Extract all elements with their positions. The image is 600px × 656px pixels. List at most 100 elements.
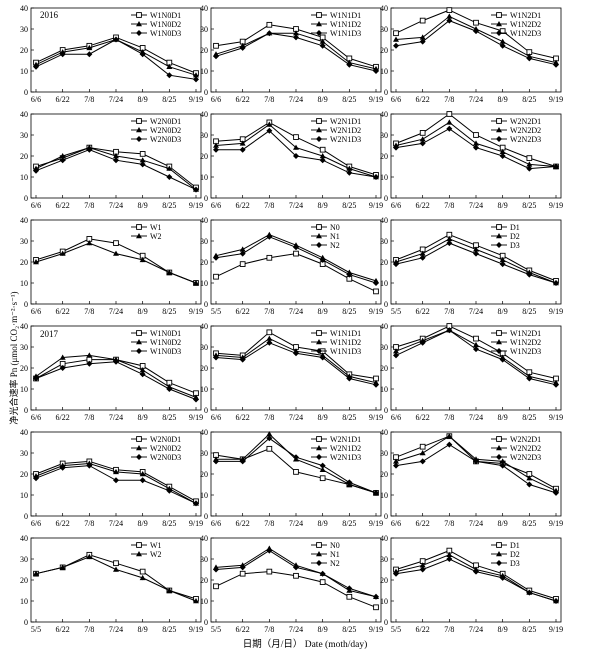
series-W2 <box>33 553 199 604</box>
y-tick-label: 0 <box>204 300 208 309</box>
legend-marker <box>316 445 322 451</box>
legend-label: W2N2D3 <box>510 453 541 462</box>
data-point <box>266 335 273 341</box>
data-point <box>139 477 146 484</box>
data-point <box>373 174 379 180</box>
series-W2N0D1 <box>33 144 199 191</box>
y-tick-label: 0 <box>384 88 388 97</box>
legend-label: N1 <box>330 550 340 559</box>
legend-label: W1N2D1 <box>510 329 541 338</box>
y-tick-label: 40 <box>380 428 388 437</box>
y-tick-label: 30 <box>200 237 208 246</box>
legend-label: W1N1D3 <box>330 29 361 38</box>
data-point <box>319 354 326 361</box>
x-tick-label: 6/22 <box>416 307 430 316</box>
data-point <box>193 396 199 403</box>
legend-marker <box>136 454 142 460</box>
x-tick-label: 7/8 <box>84 201 94 210</box>
data-point <box>166 165 173 171</box>
data-point <box>446 551 453 557</box>
legend-label: W2N1D1 <box>330 435 361 444</box>
data-point <box>419 562 426 568</box>
data-point <box>293 244 299 251</box>
data-point <box>239 458 246 465</box>
y-tick-label: 0 <box>24 194 28 203</box>
data-point <box>499 261 506 268</box>
legend-label: W2N1D3 <box>330 453 361 462</box>
data-point <box>266 329 273 336</box>
x-tick-label: 9/19 <box>549 519 563 528</box>
data-point <box>446 235 453 242</box>
data-point <box>266 445 273 452</box>
x-tick-label: 6/6 <box>211 201 221 210</box>
legend-label: W1N1D3 <box>330 347 361 356</box>
data-point <box>473 246 479 252</box>
x-tick-label: 6/6 <box>31 201 41 210</box>
data-point <box>446 327 453 334</box>
x-tick-label: 7/24 <box>469 625 483 634</box>
data-point <box>553 489 559 496</box>
series-W1 <box>33 551 199 602</box>
data-point <box>473 140 479 146</box>
data-point <box>113 157 119 164</box>
data-point <box>419 254 426 261</box>
y-tick-label: 0 <box>384 512 388 521</box>
legend-marker <box>316 551 322 557</box>
y-tick-label: 40 <box>20 534 28 543</box>
data-point <box>193 76 199 83</box>
legend-marker <box>316 242 322 248</box>
data-point <box>113 468 119 475</box>
legend-label: W1 <box>150 223 162 232</box>
legend-marker <box>496 118 502 124</box>
legend-label: W2 <box>150 232 162 241</box>
data-point <box>346 169 353 176</box>
data-point <box>393 462 399 469</box>
y-tick-label: 40 <box>200 428 208 437</box>
data-point <box>113 153 119 159</box>
legend-label: W2N2D1 <box>510 117 541 126</box>
y-tick-label: 40 <box>200 216 208 225</box>
x-tick-label: 7/8 <box>84 95 94 104</box>
y-tick-label: 20 <box>380 470 388 479</box>
y-tick-label: 10 <box>380 385 388 394</box>
y-tick-label: 20 <box>20 258 28 267</box>
x-tick-label: 9/19 <box>369 413 383 422</box>
x-tick-label: 6/6 <box>391 95 401 104</box>
data-point <box>166 487 173 494</box>
legend-marker <box>136 348 142 354</box>
data-point <box>213 354 219 361</box>
plot-frame <box>390 537 562 623</box>
series-D2 <box>393 551 559 604</box>
y-tick-label: 10 <box>20 279 28 288</box>
data-point <box>419 140 426 147</box>
data-point <box>59 250 66 256</box>
plot-frame <box>30 219 202 305</box>
data-point <box>419 450 426 456</box>
plot-frame <box>390 219 562 305</box>
data-point <box>446 240 453 247</box>
data-point <box>293 250 299 257</box>
data-point <box>239 246 246 252</box>
y-tick-label: 10 <box>380 173 388 182</box>
x-tick-label: 9/19 <box>189 519 203 528</box>
data-point <box>293 572 299 579</box>
legend-marker <box>136 330 142 336</box>
x-tick-label: 6/6 <box>391 519 401 528</box>
legend-marker <box>136 127 142 133</box>
y-tick-label: 20 <box>20 470 28 479</box>
x-tick-label: 7/8 <box>84 413 94 422</box>
data-point <box>213 146 219 153</box>
legend-marker <box>316 330 322 336</box>
y-tick-label: 30 <box>380 25 388 34</box>
data-point <box>293 144 299 150</box>
legend-label: N0 <box>330 541 340 550</box>
data-point <box>553 381 559 388</box>
data-point <box>166 72 173 79</box>
data-point <box>473 132 479 138</box>
legend-label: N1 <box>330 232 340 241</box>
legend-marker <box>136 551 142 557</box>
x-tick-label: 6/22 <box>416 519 430 528</box>
y-tick-label: 40 <box>200 534 208 543</box>
